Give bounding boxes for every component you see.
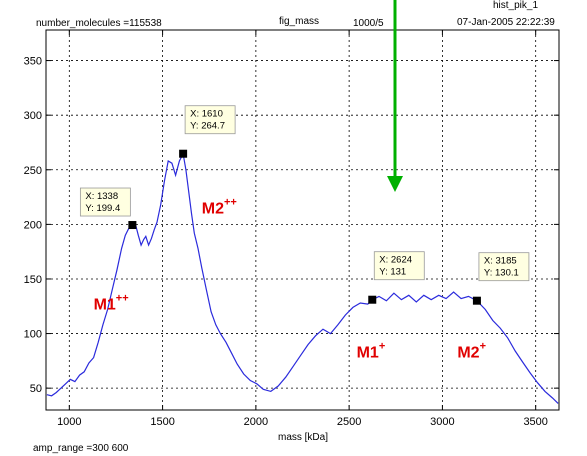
data-tip-y: Y: 199.4 bbox=[85, 203, 120, 214]
y-tick-label: 200 bbox=[24, 219, 42, 231]
data-tip-box bbox=[79, 187, 131, 217]
data-tip-x: X: 2624 bbox=[379, 255, 412, 266]
peak-label: M1+ bbox=[357, 341, 386, 362]
data-tip-x: X: 1610 bbox=[190, 109, 223, 120]
data-tip-marker bbox=[368, 295, 377, 304]
axis-tick-labels: 1000 1500 2000 2500 3000 3500 50 100 150 200 250 30… bbox=[24, 56, 548, 428]
y-tick-label: 350 bbox=[24, 56, 42, 68]
data-tip-box bbox=[478, 252, 530, 282]
data-tip-box bbox=[184, 105, 236, 135]
plot-area bbox=[45, 29, 560, 411]
y-tick-label: 100 bbox=[24, 329, 42, 341]
x-tick-label: 3000 bbox=[430, 416, 454, 428]
x-tick-label: 2000 bbox=[244, 416, 268, 428]
grid-lines bbox=[46, 30, 559, 410]
data-tip-box bbox=[373, 251, 425, 281]
x-tick-label: 3500 bbox=[523, 416, 547, 428]
data-tip-marker bbox=[179, 149, 188, 158]
number-molecules-label: number_molecules =115538 bbox=[36, 18, 162, 29]
data-tip-x: X: 3185 bbox=[484, 256, 517, 267]
x-axis-label: mass [kDa] bbox=[278, 432, 328, 443]
y-tick-label: 250 bbox=[24, 165, 42, 177]
mass-spectrum-line bbox=[46, 151, 559, 404]
data-tip-marker bbox=[128, 221, 137, 230]
ratio-label: 1000/5 bbox=[353, 18, 384, 29]
axis-ticks bbox=[46, 30, 559, 410]
y-tick-label: 300 bbox=[24, 110, 42, 122]
peak-label: M2+ bbox=[457, 341, 486, 362]
data-tip-x: X: 1338 bbox=[85, 191, 118, 202]
x-tick-label: 2500 bbox=[337, 416, 361, 428]
x-tick-label: 1500 bbox=[150, 416, 174, 428]
figure-name-label: fig_mass bbox=[279, 16, 319, 27]
y-tick-label: 50 bbox=[30, 383, 42, 395]
data-tip-y: Y: 264.7 bbox=[190, 121, 225, 132]
green-arrow-icon bbox=[387, 0, 403, 192]
y-tick-label: 150 bbox=[24, 274, 42, 286]
histogram-name-label: hist_pik_1 bbox=[493, 0, 538, 11]
x-tick-label: 1000 bbox=[57, 416, 81, 428]
data-tip-y: Y: 131 bbox=[379, 267, 406, 278]
timestamp-label: 07-Jan-2005 22:22:39 bbox=[457, 17, 555, 28]
data-tip-y: Y: 130.1 bbox=[484, 268, 519, 279]
amp-range-label: amp_range =300 600 bbox=[33, 443, 129, 454]
data-tip-marker bbox=[472, 296, 481, 305]
